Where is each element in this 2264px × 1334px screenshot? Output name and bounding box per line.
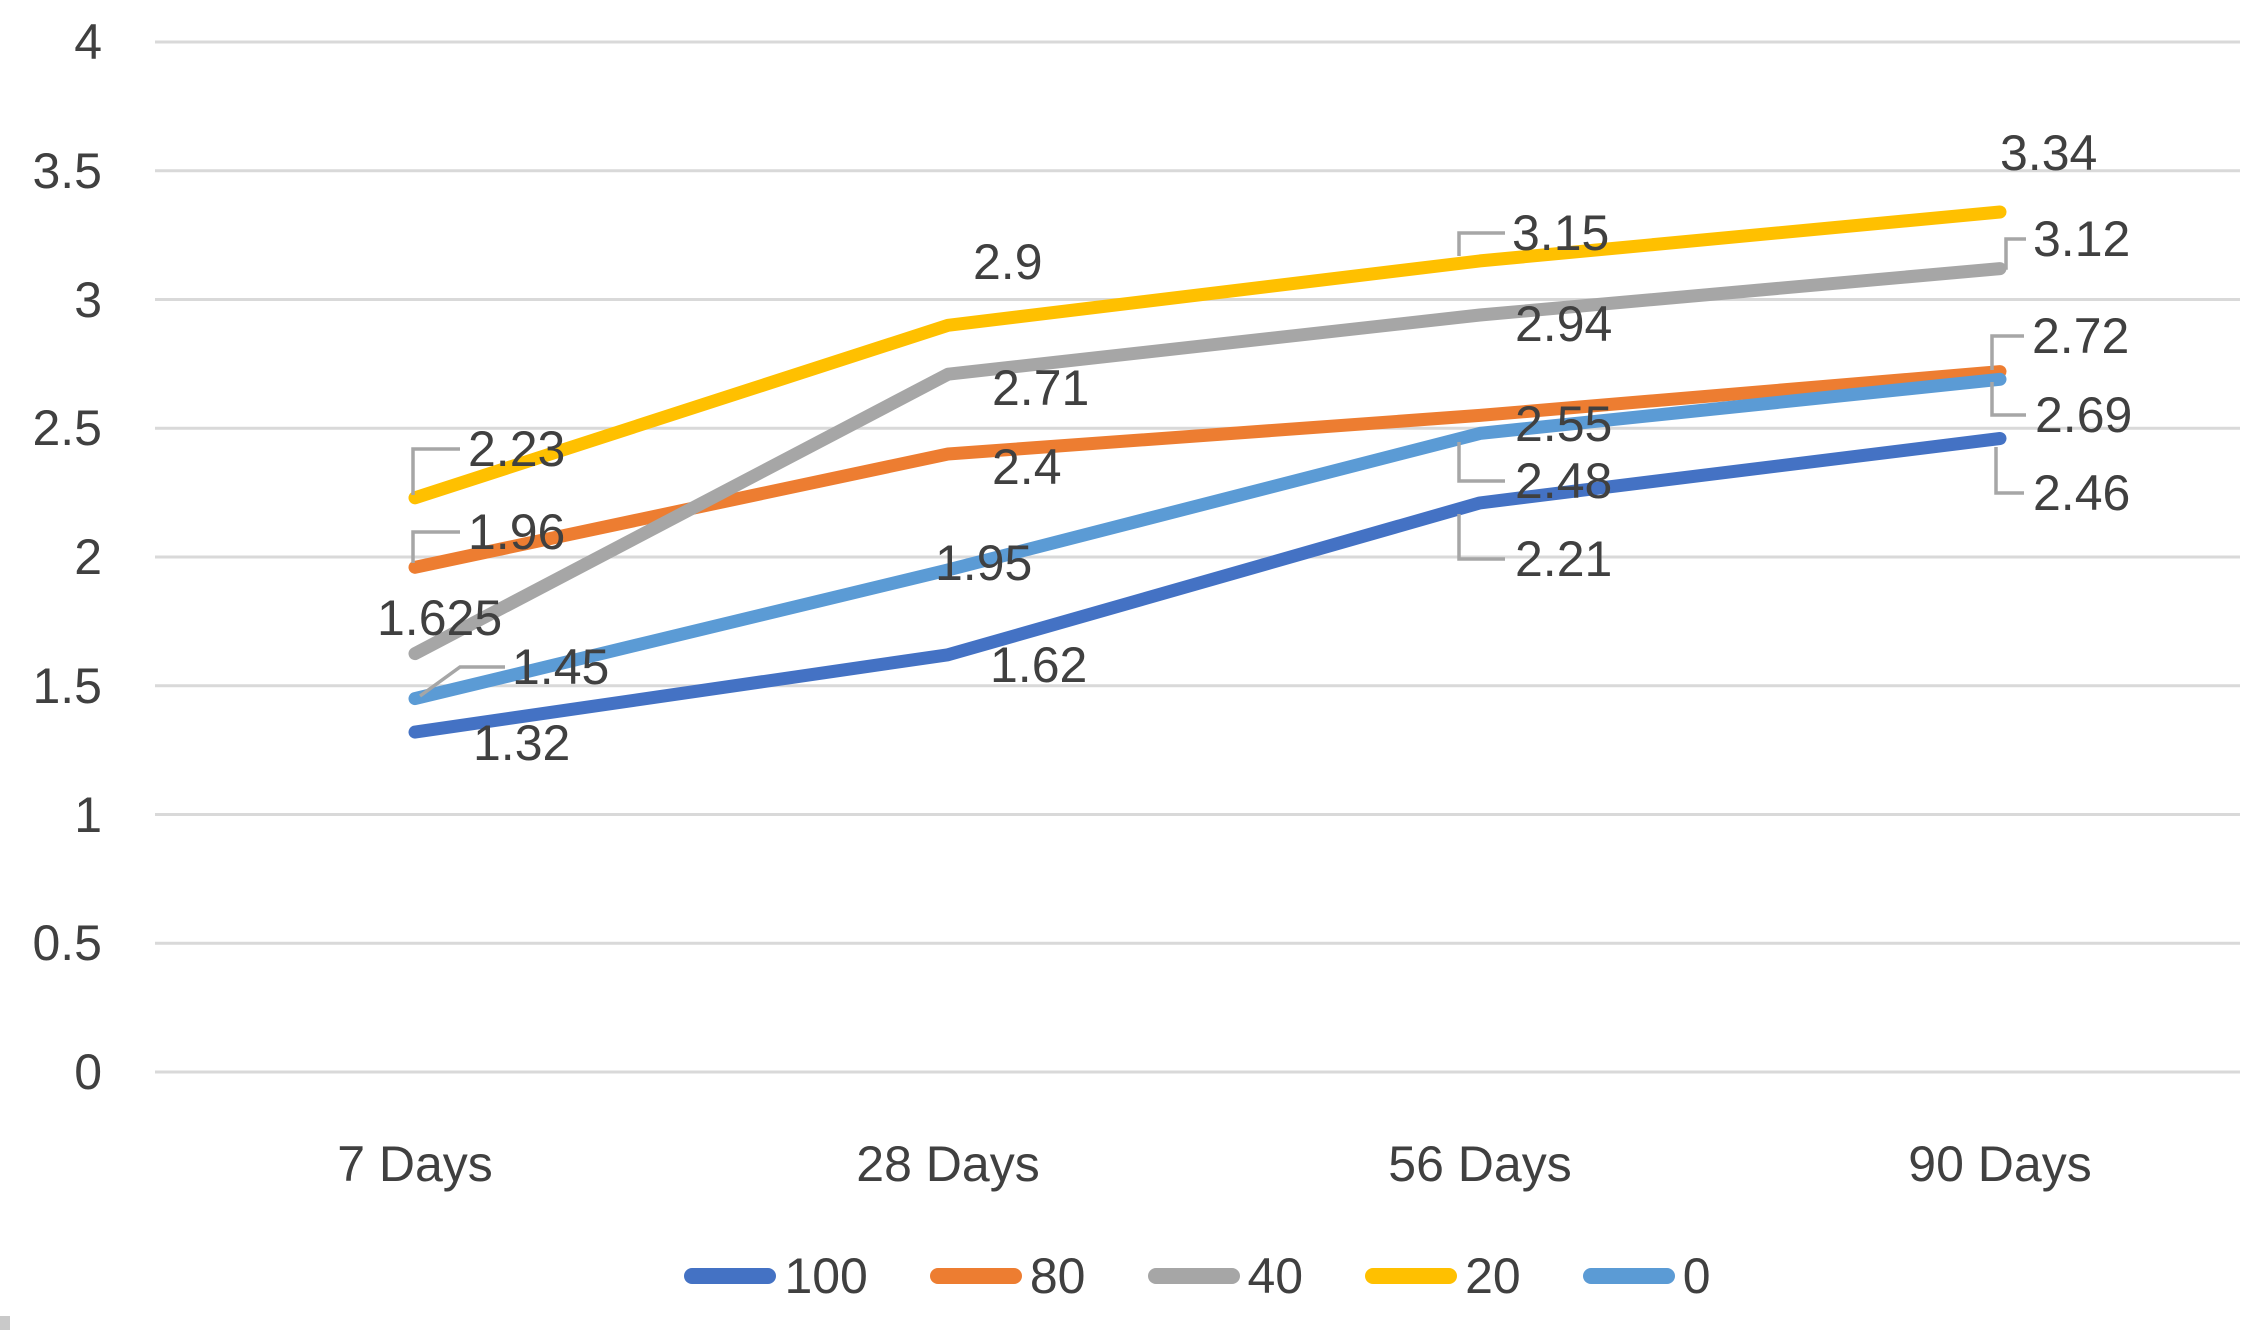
series-line-0 <box>408 372 2007 706</box>
legend-label: 100 <box>784 1248 868 1304</box>
x-axis-label: 7 Days <box>337 1136 493 1192</box>
data-label-40: 1.625 <box>377 590 503 646</box>
legend-label: 0 <box>1682 1248 1711 1304</box>
data-label-leader-line <box>411 530 460 563</box>
x-axis-label: 56 Days <box>1388 1136 1572 1192</box>
data-label-80: 1.96 <box>468 504 566 560</box>
data-label-20: 2.23 <box>468 421 566 477</box>
data-label-0: 1.95 <box>935 535 1033 591</box>
data-label-20: 2.9 <box>973 234 1043 290</box>
legend-label: 20 <box>1465 1248 1521 1304</box>
data-label-80: 2.55 <box>1515 396 1613 452</box>
data-label-leader-line <box>1990 237 2026 270</box>
y-tick-label: 0 <box>74 1044 102 1100</box>
legend-item-80: 80 <box>929 1248 1086 1304</box>
x-axis-label: 90 Days <box>1908 1136 2092 1192</box>
data-label-80: 2.72 <box>2032 308 2130 364</box>
legend-item-40: 40 <box>1147 1248 1304 1304</box>
legend-label: 80 <box>1029 1248 1086 1304</box>
data-label-40: 2.94 <box>1515 296 1613 352</box>
data-label-20: 3.34 <box>2000 125 2098 181</box>
data-label-100: 1.62 <box>990 637 1088 693</box>
data-label-leader-line <box>1994 447 2024 495</box>
data-label-leader-line <box>411 447 460 495</box>
legend-item-20: 20 <box>1365 1248 1521 1304</box>
legend-swatch-icon <box>1147 1268 1240 1284</box>
data-label-100: 1.32 <box>473 715 571 771</box>
series-line-20 <box>408 205 2007 505</box>
legend-item-0: 0 <box>1582 1248 1711 1304</box>
x-axis-label: 28 Days <box>856 1136 1040 1192</box>
data-label-0: 2.69 <box>2035 387 2133 443</box>
data-label-leader-line <box>1990 382 2026 417</box>
series-line-40 <box>408 262 2007 661</box>
y-tick-label: 0.5 <box>32 915 102 972</box>
legend-label: 40 <box>1247 1248 1304 1304</box>
y-tick-label: 3.5 <box>32 142 102 199</box>
data-label-100: 2.46 <box>2033 465 2131 521</box>
series-line-100 <box>408 432 2007 739</box>
y-tick-label: 4 <box>74 14 102 70</box>
y-tick-label: 2 <box>74 529 102 585</box>
data-label-leader-line <box>1457 514 1505 561</box>
data-label-leader-line <box>1457 231 1505 256</box>
data-label-20: 3.15 <box>1512 205 1610 261</box>
legend-swatch-icon <box>929 1268 1022 1284</box>
chart-legend: 100 80 40 20 0 <box>155 1248 2240 1304</box>
data-label-leader-line <box>1457 442 1505 483</box>
legend-swatch-icon <box>1365 1268 1458 1284</box>
y-tick-label: 1.5 <box>32 657 102 714</box>
data-label-0: 2.48 <box>1515 453 1613 509</box>
data-label-40: 3.12 <box>2033 211 2131 267</box>
data-label-leader-line <box>418 665 505 698</box>
legend-item-100: 100 <box>684 1248 868 1304</box>
y-tick-label: 1 <box>74 786 102 843</box>
data-label-80: 2.4 <box>992 439 1062 495</box>
data-label-leader-line <box>1990 334 2024 370</box>
y-tick-label: 2.5 <box>32 400 102 457</box>
data-label-0: 1.45 <box>512 639 610 695</box>
legend-swatch-icon <box>684 1268 777 1284</box>
screenshot-corner-artifact <box>0 1316 10 1330</box>
data-label-40: 2.71 <box>992 360 1090 416</box>
data-label-100: 2.21 <box>1515 531 1613 587</box>
y-tick-label: 3 <box>74 271 102 328</box>
legend-swatch-icon <box>1582 1268 1675 1284</box>
